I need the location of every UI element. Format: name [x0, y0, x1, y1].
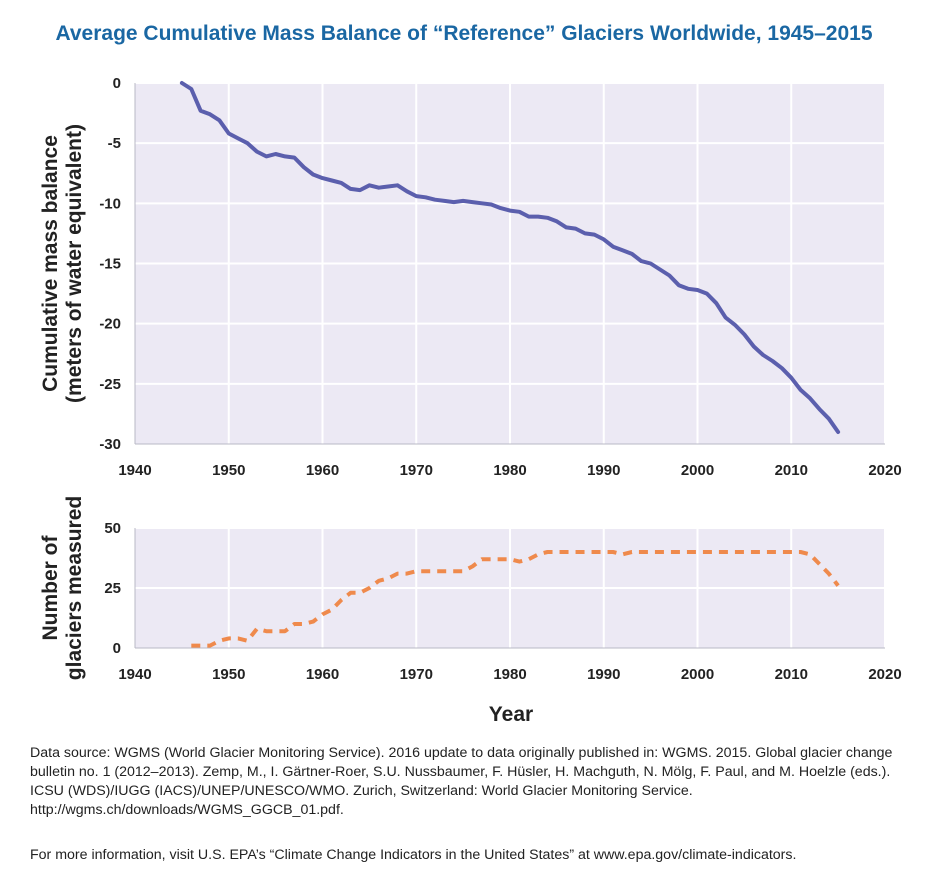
mass-y-tick-label: -10	[99, 195, 121, 212]
count-y-tick-label: 50	[104, 520, 121, 537]
mass-x-tick-label: 1990	[587, 462, 620, 479]
mass-x-tick-label: 2000	[681, 462, 714, 479]
mass-y-axis-title: Cumulative mass balance(meters of water …	[39, 124, 86, 403]
chart-figure: 0 -5 -10 -15 -20 -25 -30 1940 1950 1960 1970 1980 19…	[39, 75, 902, 726]
count-x-tick-label: 2020	[868, 666, 901, 683]
count-x-tick-label: 1960	[306, 666, 339, 683]
count-y-tick-label: 0	[113, 640, 121, 657]
count-x-tick-label: 1980	[493, 666, 526, 683]
mass-y-axis-title-line: Cumulative mass balance	[39, 135, 62, 392]
count-x-tick-label: 1970	[400, 666, 433, 683]
mass-x-tick-label: 2020	[868, 462, 901, 479]
mass-y-tick-label: -5	[108, 135, 121, 152]
mass-x-tick-label: 1940	[118, 462, 151, 479]
count-y-axis-title: Number ofglaciers measured	[39, 496, 86, 680]
mass-x-tick-label: 2010	[775, 462, 808, 479]
mass-y-tick-label: 0	[113, 75, 121, 92]
mass-y-tick-label: -25	[99, 376, 121, 393]
glacier-count-panel: 0 25 50 1940 1950 1960 1970 1980 1990 2000 2010 202…	[39, 496, 902, 683]
mass-y-tick-label: -30	[99, 436, 121, 453]
count-x-tick-label: 1940	[118, 666, 151, 683]
mass-x-tick-label: 1960	[306, 462, 339, 479]
count-y-axis-title-line: glaciers measured	[63, 496, 86, 680]
count-x-tick-label: 1990	[587, 666, 620, 683]
mass-x-tick-label: 1950	[212, 462, 245, 479]
mass-series-line	[179, 81, 841, 434]
x-axis-label: Year	[489, 703, 533, 726]
count-x-tick-label: 2000	[681, 666, 714, 683]
count-x-tick-label: 1950	[212, 666, 245, 683]
data-source-note: Data source: WGMS (World Glacier Monitor…	[30, 745, 893, 818]
mass-x-tick-label: 1980	[493, 462, 526, 479]
mass-balance-panel: 0 -5 -10 -15 -20 -25 -30 1940 1950 1960 1970 1980 19…	[39, 75, 902, 479]
mass-x-tick-label: 1970	[400, 462, 433, 479]
chart-title: Average Cumulative Mass Balance of “Refe…	[55, 22, 873, 45]
mass-y-axis-title-line: (meters of water equivalent)	[63, 124, 86, 403]
count-y-axis-title-line: Number of	[39, 534, 62, 640]
count-y-tick-label: 25	[104, 580, 121, 597]
more-info-note: For more information, visit U.S. EPA’s “…	[30, 847, 797, 863]
count-series-line	[191, 550, 840, 648]
count-x-tick-label: 2010	[775, 666, 808, 683]
mass-y-tick-label: -20	[99, 316, 121, 333]
mass-y-tick-label: -15	[99, 256, 121, 273]
